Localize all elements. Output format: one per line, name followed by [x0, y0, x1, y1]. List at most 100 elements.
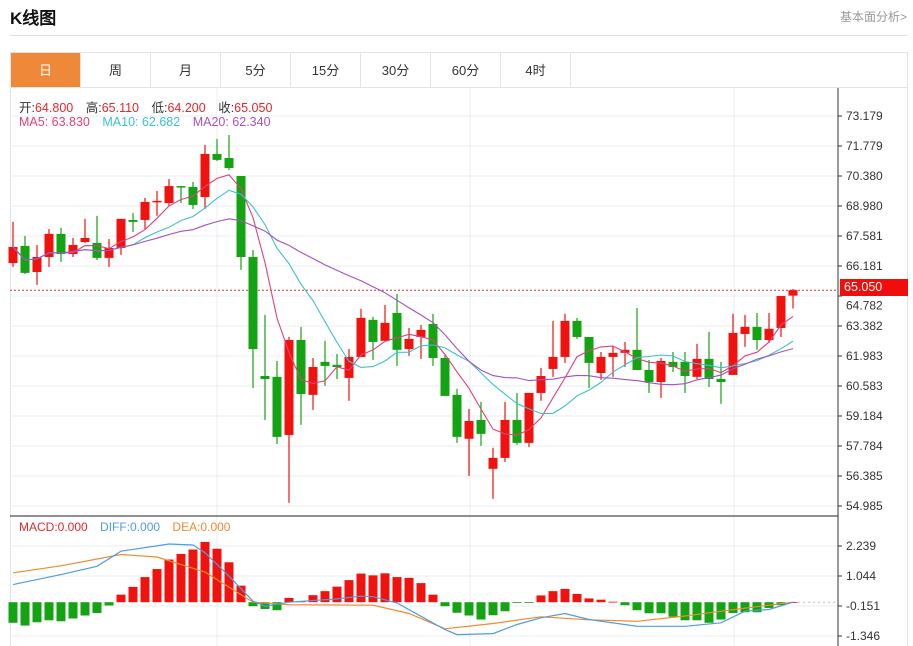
tab-day[interactable]: 日	[11, 53, 81, 88]
candle-down	[584, 336, 594, 363]
tab-4hour[interactable]: 4时	[501, 53, 571, 88]
candle-down	[176, 186, 186, 188]
macd-histogram-bar	[152, 569, 162, 603]
candle-up	[32, 257, 42, 273]
macd-histogram-bar	[536, 595, 546, 603]
candle-down	[272, 376, 282, 437]
macd-histogram-bar	[104, 602, 114, 606]
diff-value: DIFF:0.000	[100, 520, 161, 534]
candle-up	[344, 356, 354, 378]
candle-up	[104, 248, 114, 258]
macd-histogram-bar	[92, 602, 102, 613]
ohlc-legend: 开:64.800 高:65.110 低:64.200 收:65.050	[19, 97, 272, 116]
candle-down	[440, 357, 450, 396]
candle-down	[320, 361, 330, 366]
macd-histogram-bar	[404, 577, 414, 603]
candle-up	[728, 332, 738, 375]
tab-month[interactable]: 月	[151, 53, 221, 88]
candle-down	[368, 319, 378, 342]
candle-up	[68, 245, 78, 255]
close-label: 收:	[218, 101, 235, 115]
macd-histogram-bar	[464, 602, 474, 616]
candle-down	[296, 339, 306, 394]
candle-up	[404, 338, 414, 349]
macd-histogram-bar	[80, 602, 90, 616]
ma20-value: MA20: 62.340	[192, 115, 271, 129]
macd-histogram-bar	[332, 586, 342, 603]
divider	[10, 35, 907, 36]
macd-histogram-bar	[356, 573, 366, 603]
candle-down	[392, 312, 402, 350]
macd-histogram-bar	[164, 559, 174, 603]
macd-histogram-bar	[140, 577, 150, 603]
candle-up	[560, 320, 570, 357]
candle-up	[596, 356, 606, 373]
fundamental-analysis-link[interactable]: 基本面分析>	[839, 10, 907, 24]
macd-tick-label: 1.044	[846, 569, 876, 583]
macd-tick-label: 2.239	[846, 539, 876, 553]
candle-up	[488, 457, 498, 469]
candle-up	[356, 317, 366, 357]
candle-down	[212, 153, 222, 160]
macd-histogram-bar	[284, 597, 294, 603]
candle-down	[668, 361, 678, 367]
ma5-value: MA5: 63.830	[19, 115, 90, 129]
macd-histogram-bar	[20, 602, 30, 626]
candle-up	[500, 419, 510, 458]
candle-up	[548, 356, 558, 369]
tab-5min[interactable]: 5分	[221, 53, 291, 88]
candle-up	[524, 392, 534, 443]
candle-up	[140, 201, 150, 220]
current-price-tag: 65.050	[840, 279, 908, 296]
macd-histogram-bar	[236, 585, 246, 603]
low-value: 64.200	[167, 101, 206, 115]
candle-up	[464, 421, 474, 439]
macd-histogram-bar	[476, 602, 486, 620]
macd-histogram-bar	[620, 602, 630, 606]
candle-up	[308, 366, 318, 395]
macd-histogram-bar	[584, 598, 594, 603]
price-tick-label: 66.181	[846, 259, 883, 273]
macd-histogram-bar	[740, 602, 750, 613]
candle-up	[740, 326, 750, 334]
macd-histogram-bar	[188, 549, 198, 603]
candle-up	[80, 237, 90, 243]
dea-line	[12, 553, 794, 630]
macd-histogram-bar	[572, 593, 582, 603]
candle-down	[476, 419, 486, 434]
price-tick-label: 73.179	[846, 109, 883, 123]
tab-15min[interactable]: 15分	[291, 53, 361, 88]
macd-histogram-bar	[440, 602, 450, 607]
macd-histogram-bar	[128, 586, 138, 603]
ma5-line	[12, 174, 794, 436]
candle-down	[260, 375, 270, 379]
candle-down	[452, 394, 462, 437]
macd-histogram-bar	[68, 602, 78, 619]
candle-up	[788, 290, 798, 296]
macd-histogram-bar	[392, 577, 402, 603]
open-value: 64.800	[34, 101, 74, 115]
candle-up	[608, 352, 618, 357]
tab-60min[interactable]: 60分	[431, 53, 501, 88]
chart-frame	[10, 87, 908, 646]
macd-histogram-bar	[428, 594, 438, 603]
price-tick-label: 60.583	[846, 379, 883, 393]
ma10-value: MA10: 62.682	[102, 115, 181, 129]
macd-histogram-bar	[368, 575, 378, 603]
tab-week[interactable]: 周	[81, 53, 151, 88]
macd-histogram-bar	[512, 602, 522, 603]
price-tick-label: 61.983	[846, 349, 883, 363]
macd-tick-label: -0.151	[846, 599, 880, 613]
candle-down	[572, 320, 582, 337]
candle-up	[8, 246, 18, 264]
candle-up	[776, 296, 786, 328]
macd-histogram-bar	[548, 591, 558, 603]
tab-30min[interactable]: 30分	[361, 53, 431, 88]
price-tick-label: 71.779	[846, 139, 883, 153]
page-title: K线图	[10, 9, 57, 28]
macd-histogram-bar	[320, 591, 330, 603]
candle-down	[248, 257, 258, 349]
price-tick-label: 63.382	[846, 319, 883, 333]
macd-histogram-bar	[692, 602, 702, 621]
